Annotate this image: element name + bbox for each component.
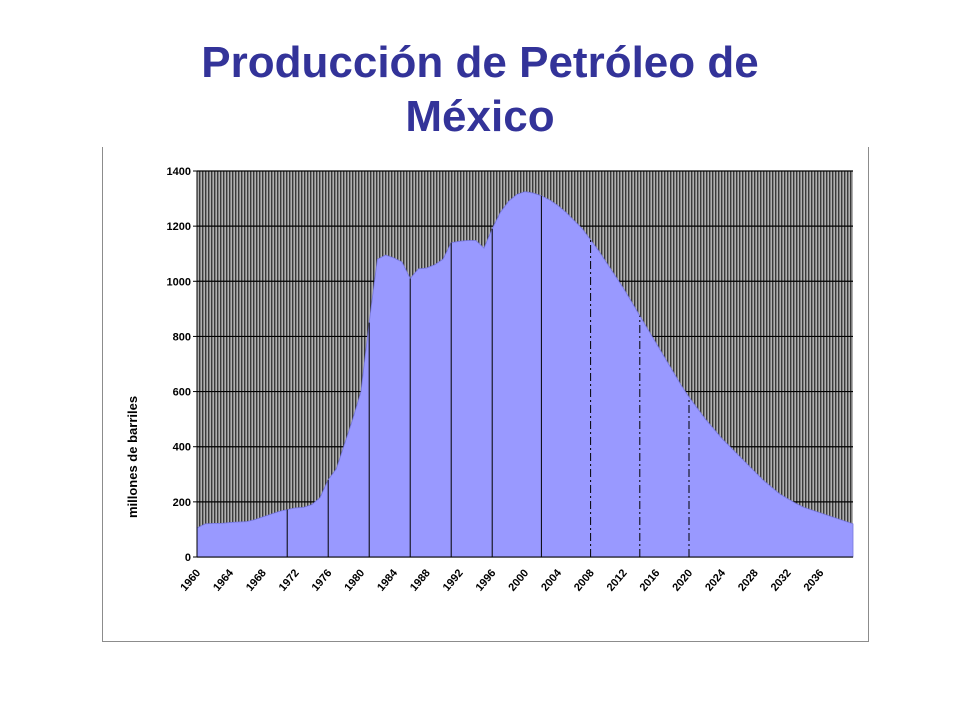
x-tick-label-1984: 1984 (375, 567, 400, 594)
x-tick-label-1964: 1964 (211, 567, 236, 594)
x-tick-label-1988: 1988 (408, 567, 433, 593)
x-tick-label-2008: 2008 (572, 567, 597, 593)
y-tick-labels: 0 200 400 600 800 1000 1200 1400 (167, 166, 197, 564)
x-tick-label-2032: 2032 (769, 567, 794, 593)
x-tick-label-2024: 2024 (703, 567, 728, 594)
x-tick-label-2020: 2020 (670, 567, 695, 593)
y-tick-label-1000: 1000 (167, 276, 191, 288)
plot-layer (196, 170, 854, 558)
x-tick-label-1992: 1992 (441, 567, 466, 593)
y-tick-label-200: 200 (173, 497, 191, 509)
y-tick-label-0: 0 (185, 552, 191, 564)
x-tick-label-1980: 1980 (342, 567, 367, 593)
y-tick-label-1200: 1200 (167, 221, 191, 233)
x-tick-label-2036: 2036 (802, 567, 827, 593)
x-tick-label-1972: 1972 (277, 567, 302, 593)
x-tick-label-1968: 1968 (244, 567, 269, 593)
y-tick-label-600: 600 (173, 387, 191, 399)
x-tick-label-2012: 2012 (605, 567, 630, 593)
x-tick-label-2000: 2000 (506, 567, 531, 593)
x-tick-label-1976: 1976 (310, 567, 335, 593)
y-tick-label-1400: 1400 (167, 166, 191, 178)
x-tick-label-1996: 1996 (474, 567, 499, 593)
x-tick-label-2016: 2016 (638, 567, 663, 593)
x-tick-label-2004: 2004 (539, 567, 564, 594)
x-tick-label-2028: 2028 (736, 567, 761, 593)
y-tick-label-800: 800 (173, 331, 191, 343)
chart-frame: 0 200 400 600 800 1000 1200 1400 1960 1964 1968 19… (102, 147, 869, 642)
slide-title: Producción de Petróleo de México (0, 36, 960, 144)
y-axis-label: millones de barriles (125, 396, 140, 518)
x-tick-label-1960: 1960 (178, 567, 203, 593)
x-tick-labels: 1960 1964 1968 1972 1976 1980 1984 1988 1992 1996… (178, 567, 826, 594)
slide-title-line1: Producción de Petróleo de (201, 38, 759, 87)
slide-title-line2: México (405, 92, 555, 141)
y-tick-label-400: 400 (173, 442, 191, 454)
